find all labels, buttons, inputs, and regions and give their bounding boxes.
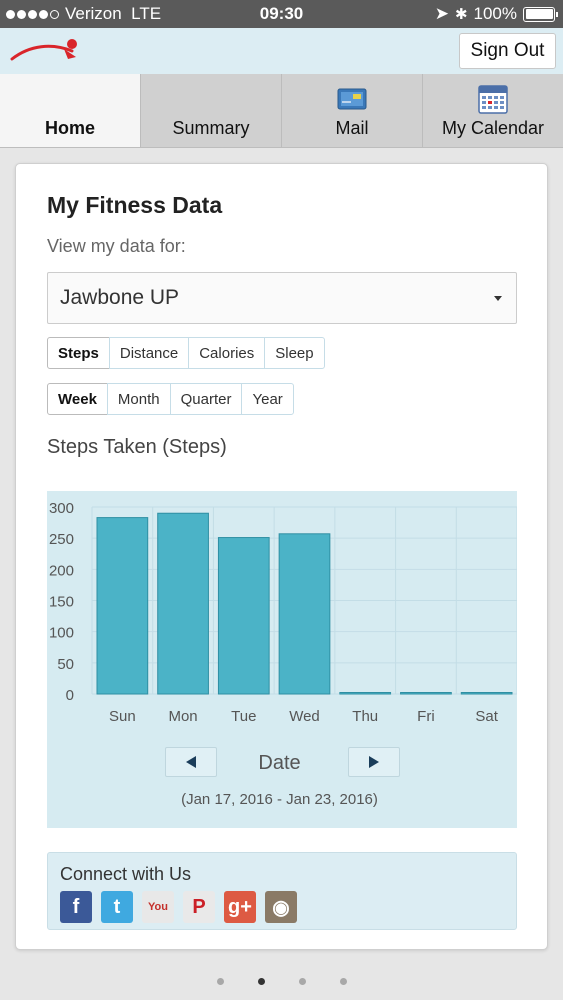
y-tick-label: 300: [49, 500, 74, 517]
instagram-icon[interactable]: ◉: [265, 891, 297, 923]
sign-out-button[interactable]: Sign Out: [459, 33, 556, 69]
x-tick-label: Sat: [475, 708, 498, 725]
battery-icon: [523, 6, 558, 22]
period-button-quarter[interactable]: Quarter: [169, 383, 243, 415]
brand-logo[interactable]: [10, 37, 82, 67]
x-tick-label: Mon: [168, 708, 197, 725]
caret-down-icon: [494, 296, 502, 301]
chart-title: Steps Taken (Steps): [47, 436, 227, 458]
connect-title: Connect with Us: [60, 864, 192, 884]
page-dot[interactable]: [216, 978, 224, 985]
status-bar: Verizon LTE 09:30 ➤ ✱ 100%: [0, 0, 563, 28]
steps-chart-panel: 0 50 100 150 200 250 300 Sun Mon Tue Wed Thu Fri Sat …: [47, 491, 517, 828]
metric-button-distance[interactable]: Distance: [108, 337, 190, 369]
y-tick-label: 100: [49, 625, 74, 642]
metric-button-steps[interactable]: Steps: [47, 337, 110, 369]
calendar-icon: [478, 85, 508, 114]
pinterest-icon[interactable]: P: [183, 891, 215, 923]
app-header: Sign Out: [0, 28, 563, 74]
device-select-value: Jawbone UP: [60, 286, 180, 309]
metric-button-calories[interactable]: Calories: [188, 337, 266, 369]
bar-sun[interactable]: [96, 517, 149, 695]
date-axis-label: Date: [258, 752, 301, 774]
y-tick-label: 200: [49, 562, 74, 579]
bar-mon[interactable]: [157, 512, 209, 695]
y-tick-label: 50: [57, 656, 74, 673]
bar-tue[interactable]: [217, 537, 270, 695]
period-button-year[interactable]: Year: [241, 383, 294, 415]
facebook-icon[interactable]: f: [60, 891, 92, 923]
network-type: LTE: [131, 4, 162, 23]
date-range-label: (Jan 17, 2016 - Jan 23, 2016): [181, 791, 378, 808]
y-tick-label: 0: [66, 687, 74, 704]
clock: 09:30: [259, 4, 304, 23]
main-tabs: Home Summary Mail My Calendar: [0, 74, 563, 148]
tab-home[interactable]: Home: [0, 74, 140, 147]
period-buttons: Week Month Quarter Year: [47, 383, 294, 415]
page-dot[interactable]: [339, 978, 347, 985]
triangle-right-icon: [369, 756, 379, 768]
y-tick-label: 150: [49, 594, 74, 611]
x-tick-label: Wed: [289, 708, 320, 725]
bar-thu[interactable]: [339, 692, 392, 695]
page-dot[interactable]: [298, 978, 306, 985]
tab-label: Summary: [172, 118, 250, 138]
x-tick-label: Fri: [417, 708, 435, 725]
metric-buttons: Steps Distance Calories Sleep: [47, 337, 325, 369]
tab-label: Mail: [335, 118, 369, 138]
bluetooth-icon: ✱: [454, 6, 468, 23]
tab-label: Home: [44, 118, 95, 138]
tab-summary[interactable]: Summary: [140, 74, 281, 147]
signal-strength-icon: [6, 9, 59, 19]
period-button-week[interactable]: Week: [47, 383, 108, 415]
view-data-label: View my data for:: [47, 236, 186, 256]
tab-label: My Calendar: [441, 118, 545, 138]
triangle-left-icon: [186, 756, 196, 768]
prev-week-button[interactable]: [165, 747, 217, 777]
carrier-info: Verizon LTE: [6, 4, 161, 24]
location-icon: ➤: [434, 4, 449, 23]
y-tick-label: 250: [49, 531, 74, 548]
mail-icon: [337, 88, 367, 110]
metric-button-sleep[interactable]: Sleep: [264, 337, 325, 369]
bar-wed[interactable]: [278, 533, 331, 695]
page-dot[interactable]: [257, 978, 265, 985]
status-right: ➤ ✱ 100%: [434, 4, 558, 24]
x-tick-label: Thu: [352, 708, 378, 725]
youtube-icon[interactable]: You: [142, 891, 174, 923]
bar-sat[interactable]: [460, 692, 513, 695]
page-indicator: [0, 978, 563, 985]
tab-my-calendar[interactable]: My Calendar: [422, 74, 563, 147]
card-title: My Fitness Data: [47, 192, 223, 218]
x-tick-label: Sun: [109, 708, 136, 725]
bar-fri[interactable]: [400, 692, 452, 695]
twitter-icon[interactable]: t: [101, 891, 133, 923]
google-plus-icon[interactable]: g+: [224, 891, 256, 923]
tab-mail[interactable]: Mail: [281, 74, 422, 147]
battery-percent: 100%: [473, 4, 517, 23]
fitness-card: My Fitness Data View my data for: Jawbon…: [15, 163, 548, 950]
steps-bar-chart: 0 50 100 150 200 250 300 Sun Mon Tue Wed Thu Fri Sat: [49, 500, 517, 725]
next-week-button[interactable]: [348, 747, 400, 777]
x-tick-label: Tue: [231, 708, 256, 725]
period-button-month[interactable]: Month: [106, 383, 171, 415]
device-select[interactable]: Jawbone UP: [47, 272, 517, 324]
carrier-name: Verizon: [65, 4, 122, 23]
